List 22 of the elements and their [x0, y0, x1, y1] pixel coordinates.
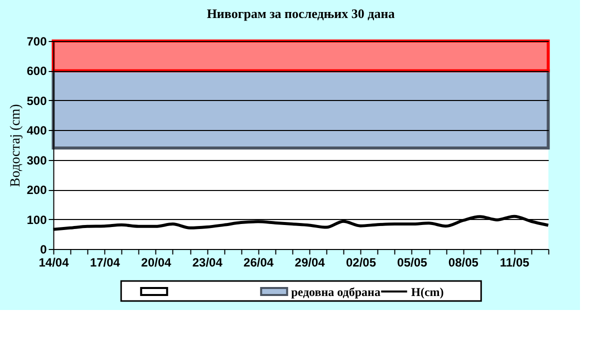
x-tick-label: 02/05 [346, 256, 376, 270]
y-tick-label: 500 [26, 94, 48, 108]
x-tick-label: 29/04 [294, 256, 326, 270]
legend-label: редовна одбрана [291, 285, 380, 299]
x-tick-label: 08/05 [448, 256, 479, 270]
y-tick-label: 100 [26, 212, 48, 227]
chart-title: Нивограм за последњих 30 дана [206, 6, 396, 21]
x-tick-label: 23/04 [192, 256, 223, 270]
x-tick-label: 11/05 [500, 256, 530, 270]
y-axis-title: Водостај (cm) [8, 104, 24, 187]
y-tick-label: 700 [26, 34, 48, 48]
legend-label: H(cm) [411, 285, 444, 299]
x-tick-label: 17/04 [90, 256, 120, 270]
y-tick-label: 0 [40, 242, 48, 256]
y-tick-label: 300 [26, 153, 48, 168]
y-tick-label: 200 [26, 183, 48, 198]
y-tick-label: 600 [26, 64, 48, 78]
y-tick-label: 400 [26, 124, 48, 138]
x-tick-label: 26/04 [244, 256, 274, 270]
x-tick-label: 05/05 [397, 256, 428, 270]
x-tick-label: 14/04 [38, 256, 70, 270]
x-tick-label: 20/04 [141, 256, 172, 270]
